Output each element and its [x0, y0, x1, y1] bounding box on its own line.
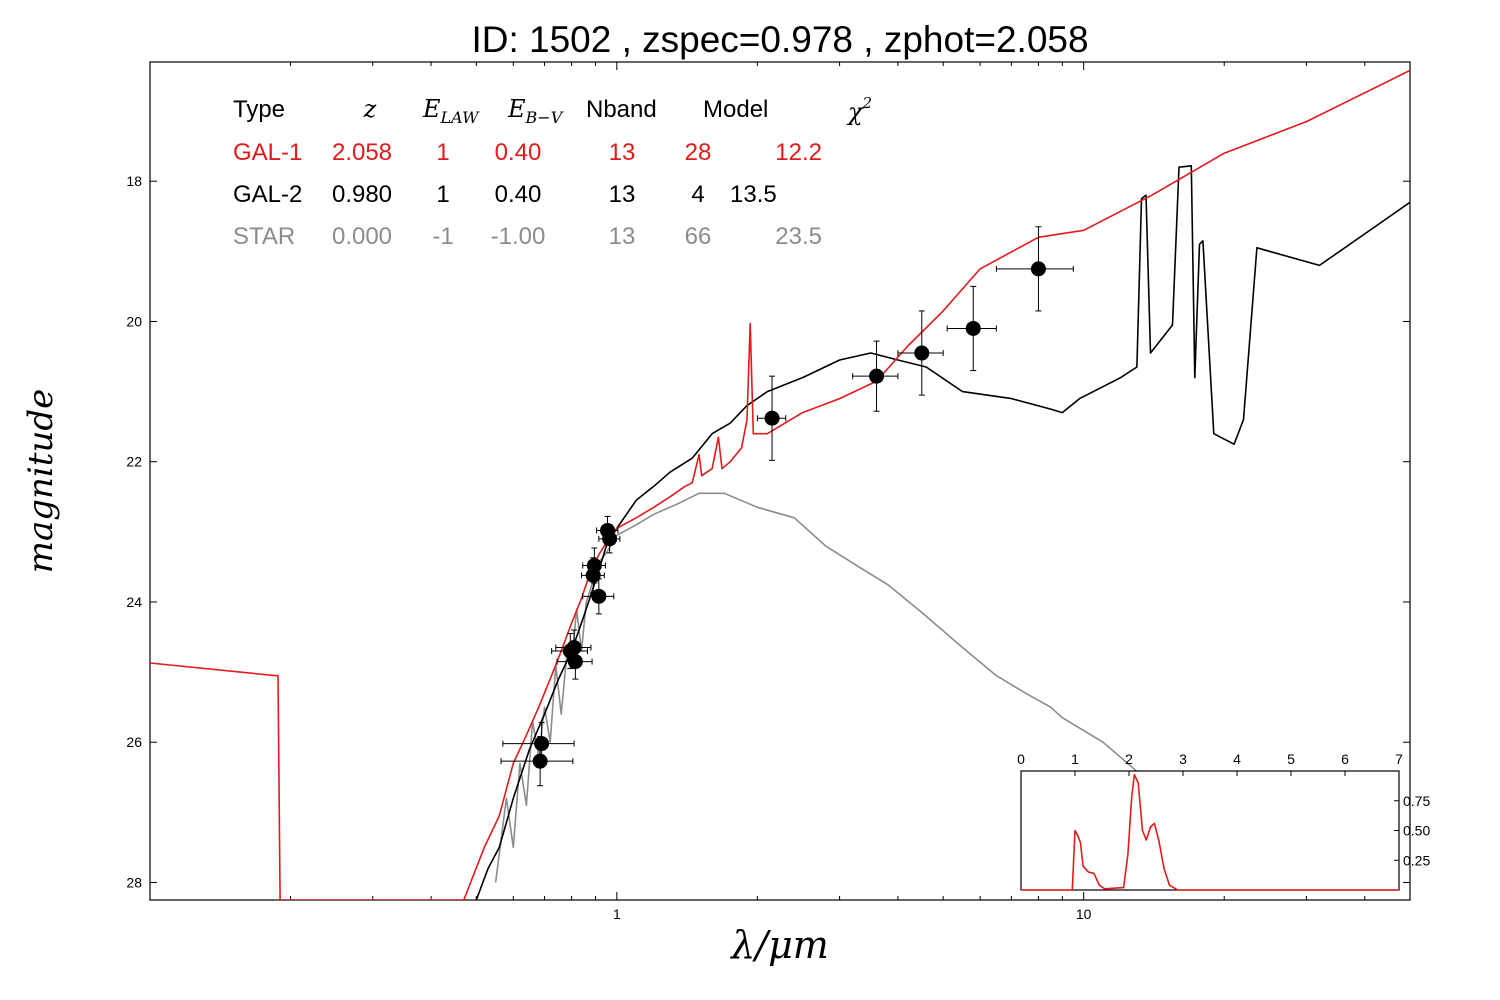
legend-header-chi2: χ2: [846, 94, 872, 126]
data-point: [566, 640, 582, 656]
redshift-pdf-inset: 0 1 2 3 4 5 6 7 0.25 0.50 0.75: [1017, 751, 1430, 891]
inset-frame: [1020, 770, 1400, 891]
data-point: [1030, 261, 1046, 277]
photometry-points: [500, 226, 1074, 787]
x-axis-label: λ/μm: [729, 923, 829, 967]
x-tick-label: 10: [1076, 906, 1092, 922]
inset-x-tick-label: 3: [1179, 751, 1187, 767]
inset-pdf-line: [1021, 773, 1399, 891]
legend-cell: 1: [436, 139, 449, 166]
data-point: [965, 320, 981, 336]
inset-pdf-curve: [1021, 773, 1399, 891]
x-ticks: 1 10: [613, 62, 1092, 922]
inset-x-tick-label: 4: [1233, 751, 1241, 767]
inset-y-ticks: 0.25 0.50 0.75: [1394, 793, 1430, 868]
inset-x-tick-label: 1: [1071, 751, 1079, 767]
chart-title: ID: 1502 , zspec=0.978 , zphot=2.058: [471, 19, 1088, 60]
curve-gal1: [150, 69, 1410, 900]
y-tick-label: 20: [126, 313, 142, 329]
inset-x-tick-label: 6: [1341, 751, 1349, 767]
legend-cell: STAR: [233, 223, 295, 250]
y-tick-label: 24: [126, 594, 142, 610]
legend-cell: 1: [436, 181, 449, 208]
legend-header-elaw: ELAW: [422, 95, 480, 127]
data-point: [534, 736, 550, 752]
legend-cell: -1.00: [491, 223, 546, 250]
curve-gal2: [475, 165, 1410, 900]
legend-cell: 13: [609, 223, 636, 250]
y-tick-label: 26: [126, 734, 142, 750]
legend-cell: 0.40: [495, 139, 542, 166]
legend-table: Type z ELAW EB−V Nband Model χ2 GAL-1 2.0…: [233, 94, 872, 250]
legend-cell: -1: [432, 223, 453, 250]
legend-cell: 28: [685, 139, 712, 166]
legend-cell: 13: [609, 139, 636, 166]
inset-y-tick-label: 0.50: [1403, 823, 1430, 839]
inset-x-tick-label: 0: [1017, 751, 1025, 767]
data-point: [602, 531, 618, 547]
inset-x-tick-label: 7: [1395, 751, 1403, 767]
data-point: [567, 654, 583, 670]
data-point: [586, 558, 602, 574]
legend-header-type: Type: [233, 96, 285, 123]
legend-header-nband: Nband: [586, 96, 657, 123]
y-tick-label: 18: [126, 173, 142, 189]
legend-cell: 0.980: [332, 181, 392, 208]
legend-cell: 12.2: [775, 139, 822, 166]
inset-y-tick-label: 0.25: [1403, 852, 1430, 868]
inset-x-tick-label: 2: [1125, 751, 1133, 767]
legend-cell: 4: [691, 181, 704, 208]
data-point: [532, 753, 548, 769]
inset-x-tick-label: 5: [1287, 751, 1295, 767]
legend-cell: 2.058: [332, 139, 392, 166]
legend-cell: 13.5: [730, 181, 777, 208]
legend-cell: 66: [685, 223, 712, 250]
data-point: [869, 368, 885, 384]
x-tick-label: 1: [613, 906, 621, 922]
legend-header-row: Type z ELAW EB−V Nband Model χ2: [233, 94, 872, 127]
legend-cell: 23.5: [775, 223, 822, 250]
legend-cell: 0.000: [332, 223, 392, 250]
y-tick-label: 28: [126, 874, 142, 890]
inset-y-tick-label: 0.75: [1403, 793, 1430, 809]
legend-cell: 13: [609, 181, 636, 208]
legend-rows: GAL-1 2.058 1 0.40 13 28 12.2 GAL-2 0.980 1 0.40 13…: [233, 139, 822, 250]
data-point: [764, 410, 780, 426]
data-point: [914, 345, 930, 361]
legend-cell: 0.40: [495, 181, 542, 208]
inset-x-ticks: 0 1 2 3 4 5 6 7: [1017, 751, 1403, 776]
y-axis-label: magnitude: [21, 389, 61, 574]
legend-header-ebv: EB−V: [507, 95, 564, 127]
data-point: [591, 588, 607, 604]
legend-cell: GAL-1: [233, 139, 302, 166]
legend-cell: GAL-2: [233, 181, 302, 208]
legend-header-z: z: [363, 95, 377, 123]
legend-header-model: Model: [703, 96, 768, 123]
x-minor-ticks: [290, 62, 1366, 900]
plot-frame: [149, 61, 1411, 901]
y-tick-label: 22: [126, 454, 142, 470]
